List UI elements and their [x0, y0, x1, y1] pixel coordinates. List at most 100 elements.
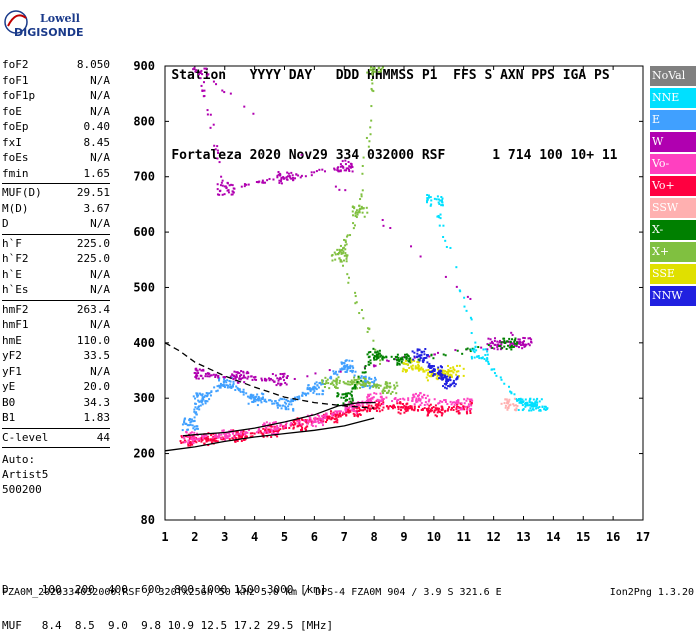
echo-point	[343, 367, 346, 370]
echo-point	[402, 397, 405, 400]
echo-point	[309, 418, 312, 421]
echo-point	[227, 189, 230, 192]
echo-point	[213, 386, 216, 389]
echo-point	[361, 207, 364, 210]
ionogram-chart: 1 2 3 4 5 6 7 8 9 10 11 12 13 14 15 16 17802003004005006…	[133, 59, 650, 544]
echo-point	[446, 403, 449, 406]
echo-point	[292, 427, 295, 430]
echo-point	[348, 383, 351, 386]
echo-point	[426, 413, 429, 416]
scaled-parameters-panel: foF2 8.050 foF1 N/A foF1p N/A foE N/A foEp 0.40 fx…	[2, 58, 110, 497]
echo-point	[357, 409, 360, 412]
echo-point	[512, 343, 515, 346]
echo-point	[207, 437, 210, 440]
echo-point	[219, 382, 222, 385]
echo-point	[417, 361, 420, 364]
param-label: yF1	[2, 364, 22, 378]
echo-point	[395, 381, 398, 384]
header-col-iga: IGA	[562, 68, 587, 83]
echo-point	[338, 410, 341, 413]
echo-point	[336, 378, 339, 381]
echo-point	[391, 405, 394, 408]
echo-point	[435, 415, 438, 418]
echo-point	[232, 380, 235, 383]
echo-point	[286, 171, 289, 174]
echo-point	[364, 367, 367, 370]
echo-point	[325, 382, 328, 385]
echo-point	[285, 383, 288, 386]
echo-point	[245, 183, 248, 186]
echo-point	[276, 406, 279, 409]
echo-point	[191, 424, 194, 427]
echo-point	[262, 181, 265, 184]
echo-point	[222, 429, 225, 432]
echo-point	[421, 396, 424, 399]
echo-point	[344, 395, 347, 398]
echo-point	[329, 410, 332, 413]
echo-point	[328, 415, 331, 418]
echo-point	[429, 403, 432, 406]
echo-point	[379, 384, 382, 387]
echo-point	[310, 419, 313, 422]
param-label: foEs	[2, 151, 29, 164]
echo-point	[327, 415, 330, 418]
echo-point	[366, 410, 369, 413]
echo-point	[271, 373, 274, 376]
echo-point	[188, 417, 191, 420]
echo-point	[367, 327, 370, 330]
echo-point	[350, 394, 353, 397]
echo-point	[289, 176, 292, 179]
echo-point	[330, 418, 333, 421]
echo-point	[436, 195, 439, 198]
echo-point	[228, 184, 231, 187]
echo-point	[257, 395, 260, 398]
echo-point	[491, 368, 494, 371]
echo-point	[201, 89, 204, 92]
echo-point	[222, 376, 225, 379]
echo-point	[342, 411, 345, 414]
echo-point	[280, 182, 283, 185]
echo-point	[357, 403, 360, 406]
echo-point	[197, 405, 200, 408]
echo-point	[469, 409, 472, 412]
echo-point	[485, 359, 488, 362]
echo-point	[334, 253, 337, 256]
echo-point	[310, 388, 313, 391]
echo-point	[466, 347, 469, 350]
echo-point	[342, 380, 345, 383]
echo-point	[203, 89, 206, 92]
echo-point	[223, 185, 226, 188]
echo-point	[417, 397, 420, 400]
echo-point	[360, 383, 363, 386]
echo-point	[416, 408, 419, 411]
echo-point	[283, 398, 286, 401]
echo-point	[469, 297, 472, 300]
echo-point	[355, 301, 358, 304]
echo-point	[461, 408, 464, 411]
echo-point	[226, 437, 229, 440]
echo-point	[336, 387, 339, 390]
param-value: 0.40	[83, 120, 111, 133]
echo-point	[218, 379, 221, 382]
echo-point	[236, 430, 239, 433]
echo-point	[321, 418, 324, 421]
echo-point	[284, 425, 287, 428]
echo-point	[530, 409, 533, 412]
echo-point	[241, 434, 244, 437]
y-tick-label: 80	[141, 513, 155, 527]
echo-point	[444, 386, 447, 389]
echo-point	[386, 382, 389, 385]
echo-point	[263, 422, 266, 425]
echo-point	[400, 409, 403, 412]
echo-point	[324, 414, 327, 417]
echo-point	[239, 378, 242, 381]
echo-point	[199, 77, 202, 80]
echo-point	[441, 203, 444, 206]
echo-point	[221, 429, 224, 432]
echo-point	[221, 89, 224, 92]
echo-point	[300, 428, 303, 431]
echo-point	[368, 140, 371, 143]
echo-point	[255, 378, 258, 381]
echo-point	[411, 398, 414, 401]
echo-point	[334, 258, 337, 261]
